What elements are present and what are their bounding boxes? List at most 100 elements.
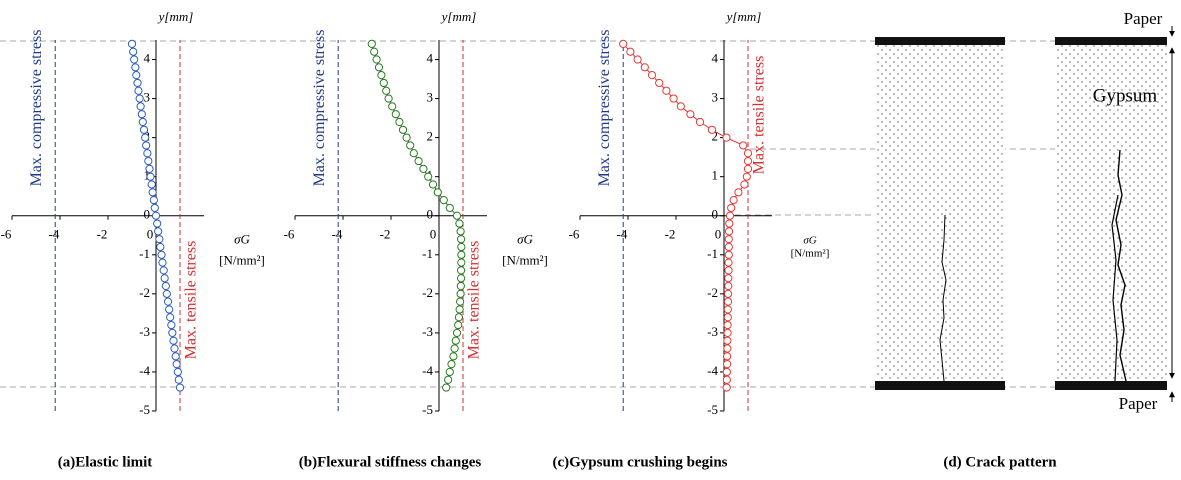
point bbox=[424, 172, 433, 181]
x-axis-label: σG bbox=[517, 232, 533, 247]
point bbox=[742, 172, 751, 181]
point bbox=[439, 196, 448, 205]
gypsum-core bbox=[875, 45, 1005, 381]
point bbox=[170, 344, 179, 353]
x-axis-label: σG bbox=[234, 232, 250, 247]
x-tick-label: -4 bbox=[49, 227, 60, 242]
point bbox=[428, 180, 438, 189]
point bbox=[454, 313, 464, 322]
tensile-label: Max. tensile stress bbox=[183, 241, 200, 360]
y-tick-label: -5 bbox=[139, 402, 150, 417]
point bbox=[151, 211, 161, 220]
point bbox=[739, 141, 748, 150]
compressive-label: Max. compressive stress bbox=[28, 30, 45, 187]
point bbox=[722, 383, 731, 392]
point bbox=[722, 133, 731, 142]
crack bbox=[1111, 194, 1119, 382]
point bbox=[382, 86, 391, 95]
y-tick-label: -4 bbox=[707, 363, 718, 378]
point bbox=[457, 258, 466, 267]
y-tick-label: 3 bbox=[712, 90, 719, 105]
x-tick-label: 0 bbox=[715, 227, 722, 242]
point bbox=[414, 156, 423, 166]
point bbox=[384, 94, 393, 103]
y-axis-label: y[mm] bbox=[157, 9, 194, 24]
paper-label: Paper bbox=[1119, 394, 1158, 413]
x-axis-label: σG bbox=[803, 234, 816, 246]
point bbox=[127, 39, 137, 49]
point bbox=[163, 297, 173, 306]
point bbox=[169, 336, 178, 345]
y-tick-label: 2 bbox=[427, 129, 434, 144]
x-axis-label: [N/mm²] bbox=[219, 253, 265, 268]
point bbox=[136, 102, 145, 111]
point bbox=[724, 258, 733, 267]
point bbox=[633, 55, 642, 64]
x-tick-label: -6 bbox=[569, 227, 580, 242]
x-tick-label: 0 bbox=[430, 227, 437, 242]
point bbox=[722, 375, 731, 384]
point bbox=[456, 297, 465, 306]
point bbox=[457, 250, 466, 259]
y-tick-label: -5 bbox=[422, 402, 433, 417]
point bbox=[174, 375, 183, 384]
point bbox=[158, 258, 167, 267]
point bbox=[723, 320, 732, 330]
point bbox=[145, 164, 154, 173]
x-tick-label: -6 bbox=[1, 227, 12, 242]
point bbox=[743, 156, 753, 166]
y-tick-label: -1 bbox=[139, 246, 150, 261]
x-tick-label: -2 bbox=[97, 227, 108, 242]
point bbox=[402, 133, 411, 142]
point bbox=[723, 360, 732, 369]
point bbox=[406, 141, 415, 150]
paper-layer bbox=[875, 381, 1005, 390]
point bbox=[452, 211, 462, 220]
point bbox=[156, 242, 165, 252]
y-tick-label: -2 bbox=[422, 285, 433, 300]
point bbox=[723, 328, 732, 337]
y-tick-label: -3 bbox=[139, 324, 150, 339]
point bbox=[138, 117, 147, 127]
compressive-label: Max. compressive stress bbox=[311, 30, 328, 187]
x-tick-label: -4 bbox=[332, 227, 343, 242]
point bbox=[171, 352, 180, 361]
y-tick-label: -2 bbox=[139, 285, 150, 300]
point bbox=[724, 242, 733, 252]
point bbox=[695, 117, 705, 127]
y-tick-label: 1 bbox=[712, 168, 719, 183]
point bbox=[449, 352, 458, 361]
y-tick-label: 0 bbox=[712, 207, 719, 222]
point bbox=[640, 63, 649, 72]
point bbox=[165, 305, 174, 314]
point bbox=[452, 328, 462, 337]
caption: (a)Elastic limit bbox=[58, 454, 153, 470]
point bbox=[433, 188, 442, 197]
point bbox=[153, 219, 162, 228]
point bbox=[723, 289, 733, 298]
point bbox=[456, 266, 466, 275]
y-tick-label: -4 bbox=[139, 363, 150, 378]
point bbox=[655, 78, 664, 88]
point bbox=[372, 55, 381, 64]
point bbox=[724, 274, 733, 283]
point bbox=[141, 133, 150, 142]
point bbox=[157, 250, 166, 259]
x-tick-label: -2 bbox=[665, 227, 676, 242]
point bbox=[724, 266, 733, 275]
y-tick-label: -3 bbox=[707, 324, 718, 339]
point bbox=[724, 281, 733, 291]
point bbox=[457, 242, 466, 252]
y-tick-label: -3 bbox=[422, 324, 433, 339]
point bbox=[455, 219, 464, 228]
gypsum-label: Gypsum bbox=[1093, 85, 1158, 106]
caption: (b)Flexural stiffness changes bbox=[299, 454, 482, 470]
chart: -5-4-3-2-101234-6-4-20y[mm]σG[N/mm²]Max.… bbox=[284, 9, 548, 470]
point bbox=[442, 383, 451, 392]
point bbox=[723, 305, 732, 314]
point bbox=[154, 227, 163, 236]
point bbox=[367, 39, 376, 49]
point bbox=[676, 102, 685, 111]
y-tick-label: 4 bbox=[712, 51, 719, 66]
point bbox=[724, 250, 733, 259]
